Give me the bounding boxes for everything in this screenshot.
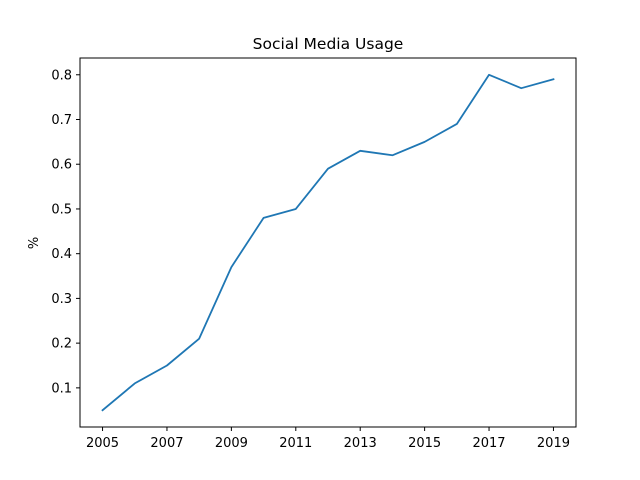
x-axis-ticks: 2005 2007 2009 2011 2013 2015 2017 2019 <box>86 427 570 451</box>
y-tick-label: 0.5 <box>51 202 72 217</box>
x-tick-label: 2017 <box>472 436 505 451</box>
series-layer <box>101 73 555 412</box>
y-tick-label: 0.7 <box>51 113 72 128</box>
x-tick-label: 2007 <box>150 436 183 451</box>
y-tick-label: 0.8 <box>51 68 72 83</box>
x-tick-label: 2009 <box>215 436 248 451</box>
y-tick-label: 0.6 <box>51 158 72 173</box>
x-tick-label: 2005 <box>86 436 119 451</box>
x-tick-label: 2015 <box>408 436 441 451</box>
x-tick-label: 2013 <box>344 436 377 451</box>
y-tick-label: 0.2 <box>51 337 72 352</box>
series-line <box>101 73 555 412</box>
x-tick-label: 2019 <box>537 436 570 451</box>
y-axis-ticks: 0.1 0.2 0.3 0.4 0.5 0.6 0.7 0.8 <box>51 68 80 396</box>
x-tick-label: 2011 <box>279 436 312 451</box>
y-tick-label: 0.4 <box>51 247 72 262</box>
chart-title: Social Media Usage <box>253 35 404 53</box>
plot-frame <box>79 57 577 428</box>
y-tick-label: 0.3 <box>51 292 72 307</box>
y-axis-label: % <box>27 237 42 249</box>
y-tick-label: 0.1 <box>51 381 72 396</box>
